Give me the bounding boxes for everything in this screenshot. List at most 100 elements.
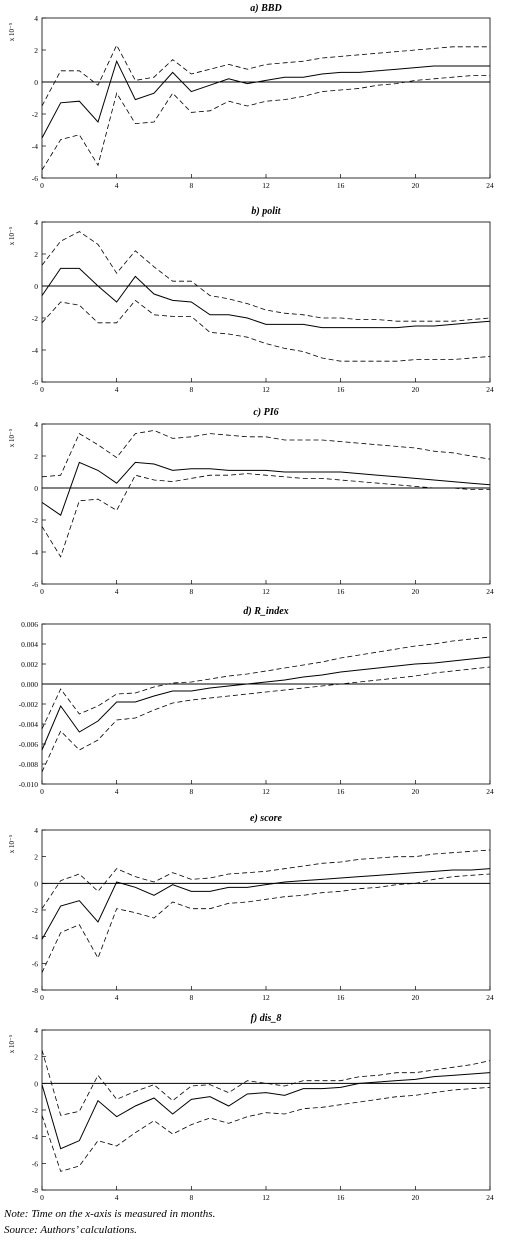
series-estimate-line (41, 1072, 491, 1150)
y-axis-label: x 10⁻⁵ (8, 834, 16, 853)
x-tick-label: 24 (486, 385, 494, 394)
y-tick-label: 2 (34, 1053, 38, 1062)
x-tick-label: 12 (262, 587, 270, 596)
y-tick-label: 4 (34, 1026, 38, 1035)
panel-4: d) R_index -0.010 -0.008 -0.006 -0.004 -0.002… (19, 606, 494, 796)
plot-frame (41, 829, 491, 991)
plot-frame (41, 17, 491, 179)
y-tick-label: 2 (34, 452, 38, 461)
x-tick-label: 0 (40, 993, 44, 1002)
y-tick-label: 0.000 (21, 680, 38, 689)
y-tick-label: 4 (34, 420, 38, 429)
y-tick-label: 0 (34, 78, 38, 87)
x-tick-label: 16 (337, 993, 345, 1002)
x-tick-label: 16 (337, 181, 345, 190)
series-upper-line (41, 849, 491, 909)
y-tick-label: 2 (34, 46, 38, 55)
x-tick-label: 16 (337, 587, 345, 596)
y-tick-label: -6 (32, 959, 38, 968)
x-tick-label: 4 (115, 587, 119, 596)
x-tick-label: 0 (40, 385, 44, 394)
x-tick-label: 8 (189, 181, 193, 190)
series-lower-line (41, 473, 490, 558)
x-tick-label: 8 (189, 787, 193, 796)
x-tick-label: 4 (115, 787, 119, 796)
y-tick-label: -6 (32, 378, 38, 387)
x-tick-label: 24 (486, 787, 494, 796)
y-tick-label: -4 (32, 142, 38, 151)
y-tick-label: -0.010 (19, 780, 39, 789)
x-tick-label: 12 (262, 385, 270, 394)
y-tick-label: -4 (32, 548, 38, 557)
panel-title: a) BBD (250, 3, 281, 14)
x-tick-label: 0 (40, 587, 44, 596)
x-tick-label: 24 (486, 993, 494, 1002)
y-tick-label: 2 (34, 853, 38, 862)
panel-title: f) dis_8 (251, 1013, 282, 1024)
y-tick-label: 0 (34, 879, 38, 888)
x-tick-label: 20 (412, 181, 420, 190)
y-tick-label: -4 (32, 1133, 38, 1142)
series-estimate-line (41, 461, 491, 516)
y-tick-label: 0 (34, 484, 38, 493)
x-tick-label: 16 (337, 787, 345, 796)
figure-notes: Note: Time on the x-axis is measured in … (4, 1206, 215, 1238)
x-tick-label: 20 (412, 587, 420, 596)
y-tick-label: 0 (34, 282, 38, 291)
y-tick-label: 4 (34, 826, 38, 835)
panel-title: b) polit (251, 206, 281, 217)
y-tick-label: -8 (32, 1186, 38, 1195)
x-tick-label: 4 (115, 181, 119, 190)
x-tick-label: 20 (412, 385, 420, 394)
x-tick-label: 24 (486, 181, 494, 190)
x-tick-label: 0 (40, 787, 44, 796)
y-tick-label: -2 (32, 906, 38, 915)
x-tick-label: 0 (40, 1193, 44, 1202)
y-tick-label: -0.004 (19, 720, 39, 729)
x-tick-label: 24 (486, 1193, 494, 1202)
panel-title: c) PI6 (253, 407, 278, 418)
y-tick-label: 0.006 (21, 620, 38, 629)
series-upper-line (41, 44, 490, 107)
y-axis-label: x 10⁻⁵ (8, 226, 16, 245)
series-estimate-line (41, 267, 491, 329)
series-upper-line (41, 231, 491, 322)
plot-frame (41, 221, 491, 383)
y-tick-label: -2 (32, 314, 38, 323)
x-tick-label: 16 (337, 1193, 345, 1202)
source-text: Source: Authors’ calculations. (4, 1224, 137, 1236)
y-tick-label: -6 (32, 580, 38, 589)
y-tick-label: 0.004 (21, 640, 38, 649)
x-tick-label: 16 (337, 385, 345, 394)
y-tick-label: 2 (34, 250, 38, 259)
series-estimate-line (41, 656, 491, 751)
y-tick-label: -6 (32, 174, 38, 183)
x-tick-label: 12 (262, 1193, 270, 1202)
x-tick-label: 12 (262, 993, 270, 1002)
x-tick-label: 12 (262, 787, 270, 796)
y-tick-label: 4 (34, 14, 38, 23)
x-tick-label: 24 (486, 587, 494, 596)
y-tick-label: 0.002 (21, 660, 38, 669)
series-upper-line (41, 1049, 491, 1116)
y-axis-label: x 10⁻⁵ (8, 1034, 16, 1053)
y-tick-label: 4 (34, 218, 38, 227)
plot-frame (41, 423, 491, 585)
panel-title: d) R_index (243, 606, 288, 617)
x-tick-label: 12 (262, 181, 270, 190)
y-tick-label: -2 (32, 516, 38, 525)
x-tick-label: 20 (412, 787, 420, 796)
x-tick-label: 8 (189, 1193, 193, 1202)
y-tick-label: -2 (32, 1106, 38, 1115)
y-tick-label: 0 (34, 1079, 38, 1088)
series-lower-line (41, 1086, 491, 1172)
series-estimate-line (41, 868, 491, 940)
y-tick-label: -0.006 (19, 740, 39, 749)
x-tick-label: 20 (412, 993, 420, 1002)
series-upper-line (41, 429, 491, 478)
